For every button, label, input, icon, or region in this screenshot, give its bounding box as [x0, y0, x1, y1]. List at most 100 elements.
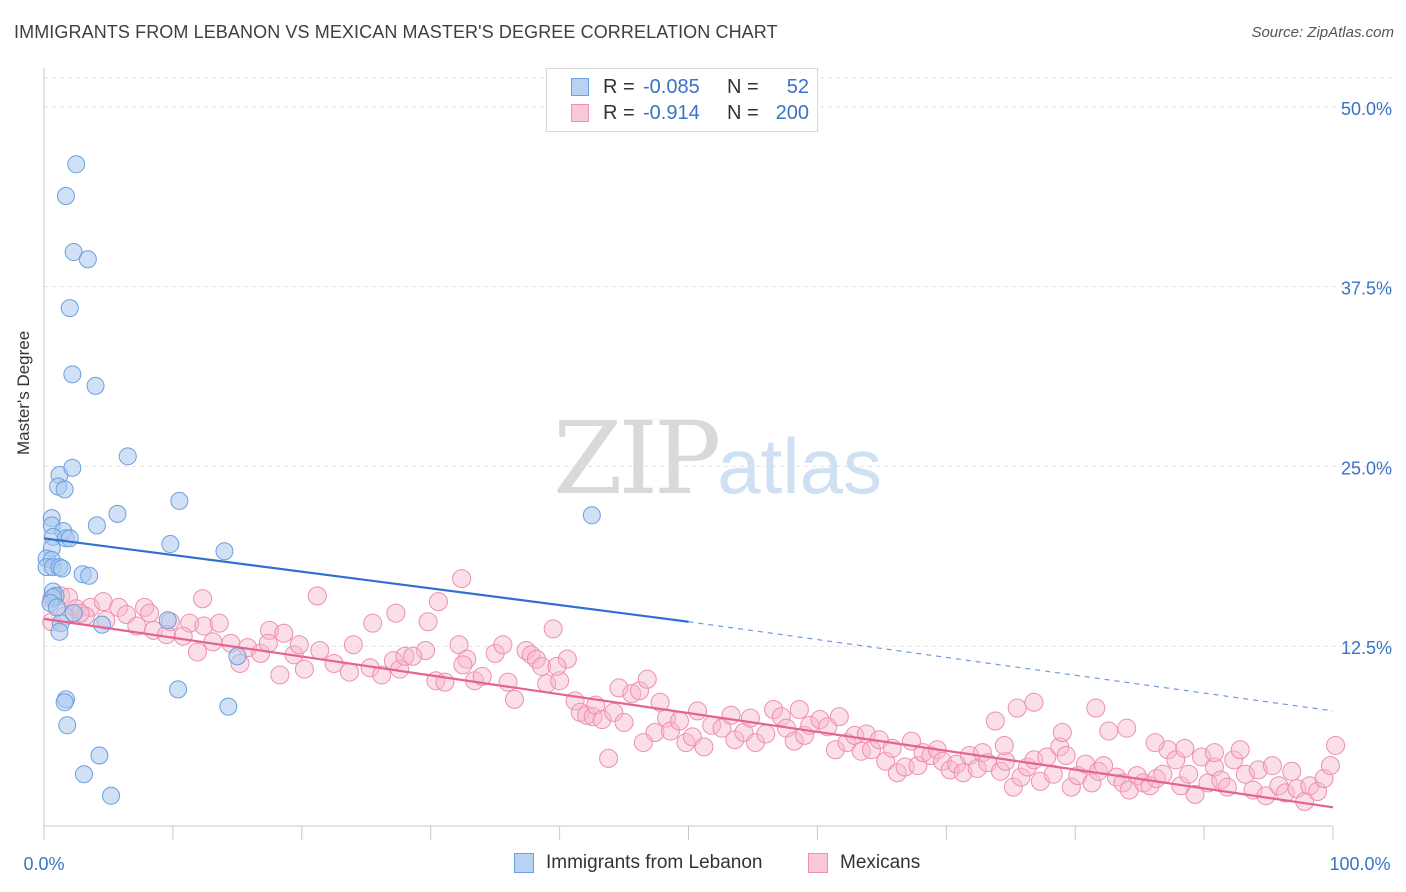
mexicans-point — [372, 665, 392, 685]
mexicans-point — [472, 666, 492, 686]
mexicans-point — [1003, 777, 1023, 797]
mexicans-point — [557, 649, 577, 669]
mexicans-point — [1011, 767, 1031, 787]
mexicans-point — [592, 710, 612, 730]
mexicans-swatch — [808, 853, 828, 873]
mexicans-point — [669, 711, 689, 731]
mexicans-point — [1056, 746, 1076, 766]
mexicans-point — [294, 659, 314, 679]
mexicans-point — [1326, 735, 1346, 755]
mexicans-point — [1192, 747, 1212, 767]
lebanon-point — [161, 535, 180, 554]
y-tick-label: 25.0% — [1341, 458, 1392, 478]
mexicans-point — [1082, 773, 1102, 793]
mexicans-point — [193, 589, 213, 609]
mexicans-point — [825, 740, 845, 760]
series-legend: Immigrants from Lebanon Mexicans — [0, 852, 1406, 878]
mexicans-point — [1007, 698, 1027, 718]
mexicans-point — [1275, 783, 1295, 803]
mexicans-points — [42, 569, 1346, 812]
lebanon-point — [169, 680, 188, 699]
lebanon-point — [64, 243, 83, 262]
mexicans-point — [418, 612, 438, 632]
mexicans-point — [784, 731, 804, 751]
mexicans-point — [1024, 692, 1044, 712]
mexicans-point — [457, 649, 477, 669]
mexicans-point — [721, 705, 741, 725]
lebanon-point — [215, 542, 234, 561]
mexicans-point — [453, 655, 473, 675]
mexicans-point — [688, 701, 708, 721]
correlation-legend: R = -0.085 N = 52 R = -0.914 N = 200 — [546, 68, 818, 132]
legend-item-mexicans[interactable]: Mexicans — [808, 852, 920, 874]
trend-lines — [43, 537, 1334, 809]
mexicans-point — [403, 646, 423, 666]
r-value: -0.914 — [643, 101, 700, 124]
legend-item-lebanon[interactable]: Immigrants from Lebanon — [514, 852, 763, 874]
n-label: N = — [727, 75, 759, 98]
r-label: R = — [603, 101, 635, 124]
mexicans-point — [307, 586, 327, 606]
mexicans-point — [1235, 764, 1255, 784]
lebanon-point — [87, 516, 106, 535]
y-tick-label: 12.5% — [1341, 638, 1392, 658]
mexicans-point — [789, 699, 809, 719]
y-axis-label: Master's Degree — [14, 330, 33, 455]
mexicans-point — [994, 735, 1014, 755]
mexicans-point — [630, 681, 650, 701]
mexicans-point — [209, 613, 229, 633]
mexicans-point — [756, 724, 776, 744]
mexicans-point — [633, 733, 653, 753]
mexicans-point — [194, 616, 214, 636]
mexicans-point — [493, 635, 513, 655]
grid-lines — [44, 77, 1392, 647]
lebanon-point — [64, 604, 83, 623]
lebanon-point — [158, 611, 177, 630]
mexicans-point — [614, 712, 634, 732]
mexicans-trend-line — [43, 617, 1334, 809]
y-tick-label: 50.0% — [1341, 99, 1392, 119]
lebanon-swatch — [571, 78, 589, 96]
mexicans-point — [1211, 770, 1231, 790]
mexicans-point — [547, 656, 567, 676]
legend-label-mexicans: Mexicans — [840, 852, 921, 873]
lebanon-trend-extension — [688, 621, 1334, 712]
mexicans-point — [1086, 698, 1106, 718]
mexicans-point — [599, 748, 619, 768]
mexicans-point — [1262, 756, 1282, 776]
mexicans-point — [274, 623, 294, 643]
lebanon-point — [47, 598, 66, 617]
lebanon-point — [55, 693, 74, 712]
mexicans-point — [712, 718, 732, 738]
mexicans-swatch — [571, 104, 589, 122]
mexicans-point — [363, 613, 383, 633]
n-value: 200 — [775, 101, 809, 124]
lebanon-points — [37, 155, 601, 805]
lebanon-point — [78, 250, 97, 269]
mexicans-point — [887, 763, 907, 783]
mexicans-point — [764, 699, 784, 719]
mexicans-point — [810, 710, 830, 730]
mexicans-point — [622, 684, 642, 704]
lebanon-point — [170, 491, 189, 510]
mexicans-point — [452, 569, 472, 589]
lebanon-point — [63, 365, 82, 384]
tick-labels: 12.5% 25.0% 37.5% 50.0% 0.0% 100.0% — [23, 99, 1392, 874]
lebanon-trend-line — [43, 537, 689, 623]
mexicans-point — [1230, 740, 1250, 760]
legend-row-lebanon: R = -0.085 N = 52 — [571, 75, 809, 99]
mexicans-point — [386, 603, 406, 623]
mexicans-point — [416, 641, 436, 661]
mexicans-point — [270, 665, 290, 685]
lebanon-point — [582, 506, 601, 525]
lebanon-point — [93, 615, 112, 634]
mexicans-point — [1043, 764, 1063, 784]
lebanon-point — [63, 458, 82, 477]
lebanon-point — [90, 746, 109, 765]
mexicans-point — [637, 669, 657, 689]
chart-title: IMMIGRANTS FROM LEBANON VS MEXICAN MASTE… — [14, 22, 778, 42]
lebanon-point — [74, 765, 93, 784]
lebanon-swatch — [514, 853, 534, 873]
mexicans-point — [109, 597, 129, 617]
